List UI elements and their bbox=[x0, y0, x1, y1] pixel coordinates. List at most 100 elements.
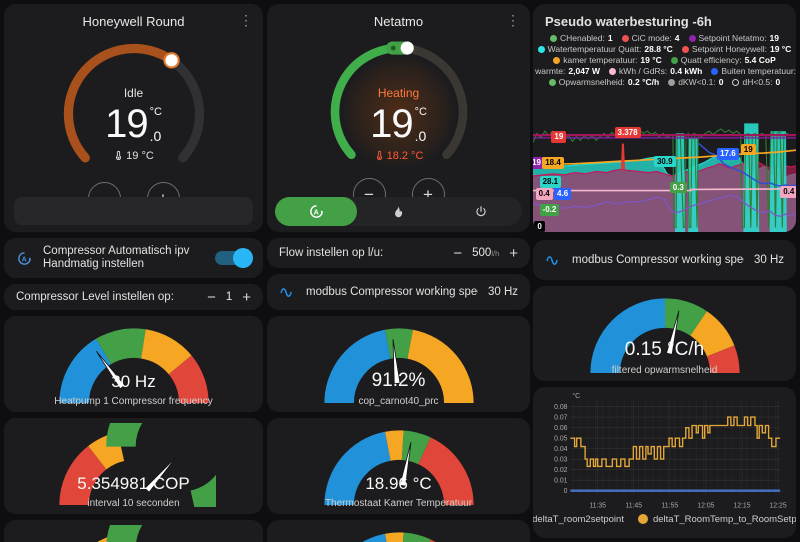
stepper-value: 1 bbox=[225, 291, 233, 303]
legend-item: deltaT_RoomTemp_to_RoomSetpoi... bbox=[637, 514, 796, 525]
legend-dot bbox=[711, 67, 719, 75]
gauge-label: Heatpump 1 Compressor frequency bbox=[54, 396, 213, 407]
legend-item: Setpoint Netatmo: 19 bbox=[688, 33, 779, 43]
legend-item: CHenabled: 1 bbox=[549, 33, 613, 43]
legend-dot bbox=[688, 34, 696, 42]
mode-off-button[interactable] bbox=[440, 197, 522, 226]
sine-wave-icon bbox=[280, 287, 292, 297]
gauge-value: 0.15 °C/h bbox=[624, 339, 705, 360]
entity-row-flow: Flow instellen op l/u: − 500l/h + bbox=[267, 238, 530, 268]
legend-dot bbox=[621, 34, 629, 42]
legend-item: Quatt efficiency: 5.4 CoP bbox=[670, 55, 776, 65]
gauge-value: 30 Hz bbox=[111, 372, 156, 391]
chart-value-badge: 28.1 bbox=[539, 176, 562, 188]
legend-dot bbox=[637, 514, 648, 525]
decrement-button[interactable]: − bbox=[453, 244, 463, 262]
chart-value-badge: 4.6 bbox=[554, 188, 572, 200]
svg-text:0.06: 0.06 bbox=[554, 425, 568, 432]
mode-heat-button[interactable] bbox=[357, 197, 439, 226]
chart-value-badge: 17.6 bbox=[717, 148, 739, 160]
entity-value: 30 Hz bbox=[487, 286, 518, 298]
legend-dot bbox=[609, 67, 617, 75]
legend-dot bbox=[548, 78, 556, 86]
gauge-value: 18.96 °C bbox=[365, 474, 432, 493]
legend-item: Setpoint Honeywell: 19 °C bbox=[681, 44, 791, 54]
legend-item: Opwarmsnelheid: 0.2 °C/h bbox=[548, 77, 659, 87]
increment-button[interactable]: + bbox=[509, 244, 518, 262]
thermostat-dial[interactable]: Idle 19 °C .0 19 °C − + bbox=[4, 30, 263, 215]
toggle-label: Compressor Automatisch ipv Handmatig ins… bbox=[43, 244, 190, 270]
thermostat-auto-icon: A bbox=[18, 251, 31, 265]
hvac-modes-bar[interactable] bbox=[14, 197, 253, 225]
legend-dot bbox=[732, 78, 740, 86]
gauge-dial bbox=[362, 532, 436, 542]
svg-text:11:45: 11:45 bbox=[625, 503, 642, 510]
entity-row-modbus-actual[interactable]: modbus Compressor working speed actual 3… bbox=[267, 274, 530, 310]
card-title: Netatmo bbox=[373, 13, 424, 29]
svg-text:0.04: 0.04 bbox=[554, 446, 568, 453]
legend-dot bbox=[681, 45, 689, 53]
dial-arc bbox=[330, 41, 467, 170]
chart-value-badge: 0 bbox=[534, 220, 545, 232]
legend-item: dKW<0.1: 0 bbox=[668, 77, 723, 87]
entity-value: 30 Hz bbox=[753, 254, 784, 266]
chart-value-badge: 19 bbox=[533, 156, 544, 169]
mode-auto-button[interactable]: A bbox=[275, 197, 358, 226]
svg-text:11:35: 11:35 bbox=[589, 503, 606, 510]
decrement-button[interactable]: − bbox=[207, 288, 216, 306]
gauge-value: 5.354981 COP bbox=[77, 474, 190, 493]
entity-row-compressor-level: Compressor Level instellen op: − 1 + bbox=[4, 284, 263, 310]
history-chart-card-pseudo: Pseudo waterbesturing -6h CHenabled: 1 Ci… bbox=[533, 4, 796, 232]
more-menu-icon[interactable]: ⋮ bbox=[506, 12, 520, 28]
thermostat-dial[interactable]: Heating 19 °C .0 18.2 °C − + bbox=[267, 30, 530, 211]
legend-dot bbox=[668, 78, 676, 86]
gauge-dial bbox=[323, 430, 474, 506]
legend-dot bbox=[549, 34, 557, 42]
legend-dot bbox=[553, 56, 561, 64]
entity-label: modbus Compressor working speed demand bbox=[572, 254, 744, 266]
hvac-modes-bar: A bbox=[275, 197, 522, 226]
legend-item: Quatt warmte:2,047 W bbox=[533, 66, 600, 76]
toggle-switch[interactable] bbox=[215, 248, 253, 268]
gauge-card-room-temp: 18.96 °C Thermostaat Kamer Temperatuur bbox=[267, 418, 530, 514]
gauge-label: cop_carnot40_prc bbox=[358, 396, 439, 407]
gauge-dial bbox=[589, 298, 740, 374]
power-icon bbox=[476, 205, 486, 216]
chart-value-badge: 0.4 bbox=[535, 188, 553, 200]
thermostat-card-honeywell: Honeywell Round ⋮ Idle 19 °C .0 bbox=[4, 4, 263, 232]
gauge-card-carnot: 91.2% cop_carnot40_prc bbox=[267, 316, 530, 412]
entity-label: modbus Compressor working speed actual bbox=[306, 286, 478, 298]
dial-arc bbox=[63, 43, 204, 163]
chart-legend: deltaT_room2setpoint deltaT_RoomTemp_to_… bbox=[533, 514, 796, 525]
legend-item: dH<0.5: 0 bbox=[732, 77, 780, 87]
svg-text:A: A bbox=[22, 255, 27, 263]
dial-handle[interactable] bbox=[162, 52, 180, 69]
gauge-card-opwarmsnelheid: 0.15 °C/h filtered opwarmsnelheid bbox=[533, 286, 796, 381]
svg-text:0.02: 0.02 bbox=[554, 467, 568, 474]
gauge-card-partial-mid bbox=[267, 520, 530, 542]
flame-icon bbox=[395, 205, 403, 217]
entity-row-modbus-demand[interactable]: modbus Compressor working speed demand 3… bbox=[533, 240, 796, 280]
more-menu-icon[interactable]: ⋮ bbox=[239, 12, 253, 28]
svg-text:0.05: 0.05 bbox=[554, 435, 568, 442]
increment-button[interactable]: + bbox=[242, 288, 251, 306]
entity-row-compressor-auto[interactable]: A Compressor Automatisch ipv Handmatig i… bbox=[4, 238, 263, 278]
chart-value-badge: 30.9 bbox=[653, 155, 676, 168]
card-title: Honeywell Round bbox=[82, 13, 185, 29]
line-chart-card-delta: 0 0.01 0.02 0.03 0.04 0.05 0.06 0.07 0.08 11:35 11… bbox=[533, 387, 796, 538]
legend-item: CiC mode: 4 bbox=[621, 33, 680, 43]
legend-dot bbox=[670, 56, 678, 64]
svg-text:°C: °C bbox=[572, 392, 580, 400]
legend-item: deltaT_room2setpoint bbox=[533, 514, 624, 525]
chart-value-badge: 0.3 bbox=[669, 181, 687, 194]
gauge-label: filtered opwarmsnelheid bbox=[611, 365, 718, 376]
chart-value-badge: 0.4 bbox=[780, 186, 796, 198]
svg-text:12:15: 12:15 bbox=[733, 503, 750, 510]
gauge-dial bbox=[323, 328, 474, 404]
svg-text:11:55: 11:55 bbox=[662, 503, 679, 510]
chart-plot-area bbox=[533, 123, 796, 232]
chart-value-badge: 18.4 bbox=[542, 156, 564, 169]
stepper-label: Compressor Level instellen op: bbox=[16, 291, 174, 303]
legend-item: kamer temperatuur: 19 °C bbox=[553, 55, 662, 65]
svg-text:A: A bbox=[313, 208, 318, 216]
